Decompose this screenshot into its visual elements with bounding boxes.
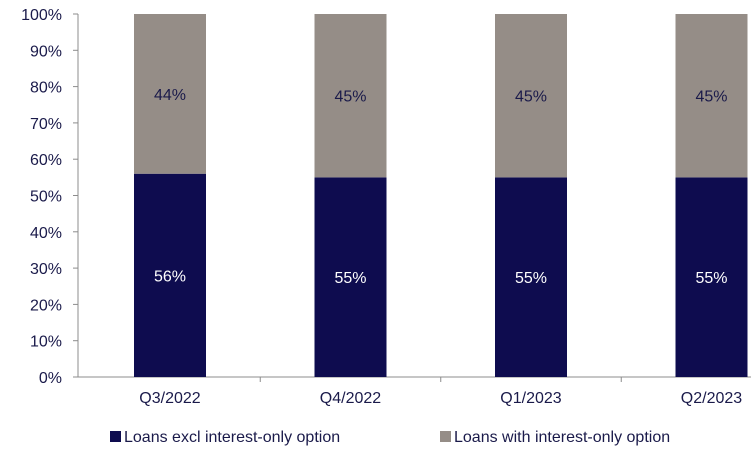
y-tick-label: 10% <box>30 334 62 351</box>
x-tick-label: Q1/2023 <box>500 390 561 407</box>
data-label: 55% <box>515 270 547 287</box>
data-label: 56% <box>154 268 186 285</box>
y-tick-label: 0% <box>39 370 62 387</box>
legend-label: Loans excl interest-only option <box>124 429 340 446</box>
bar-segment-excl-interest-only <box>495 177 567 377</box>
data-label: 45% <box>695 89 727 106</box>
data-label: 55% <box>334 270 366 287</box>
y-tick-label: 80% <box>30 80 62 97</box>
y-tick-label: 40% <box>30 225 62 242</box>
x-tick-label: Q3/2022 <box>139 390 200 407</box>
data-label: 45% <box>515 89 547 106</box>
legend-swatch <box>110 431 121 442</box>
y-tick-label: 60% <box>30 152 62 169</box>
bar-segment-excl-interest-only <box>134 173 206 377</box>
x-tick-label: Q2/2023 <box>681 390 742 407</box>
y-tick-label: 50% <box>30 189 62 206</box>
data-label: 44% <box>154 87 186 104</box>
y-tick-label: 100% <box>21 7 62 24</box>
legend-swatch <box>440 431 451 442</box>
bar-segment-with-interest-only <box>134 14 206 174</box>
data-label: 55% <box>695 270 727 287</box>
y-tick-label: 70% <box>30 116 62 133</box>
bar-segment-excl-interest-only <box>675 177 748 377</box>
bar-segment-with-interest-only <box>495 14 567 178</box>
bar-segment-excl-interest-only <box>314 177 387 377</box>
x-tick-label: Q4/2022 <box>320 390 381 407</box>
legend-label: Loans with interest-only option <box>454 429 670 446</box>
y-tick-label: 30% <box>30 261 62 278</box>
bar-segment-with-interest-only <box>675 14 748 178</box>
y-tick-label: 90% <box>30 43 62 60</box>
bar-segment-with-interest-only <box>314 14 387 178</box>
y-tick-label: 20% <box>30 297 62 314</box>
data-label: 45% <box>334 89 366 106</box>
